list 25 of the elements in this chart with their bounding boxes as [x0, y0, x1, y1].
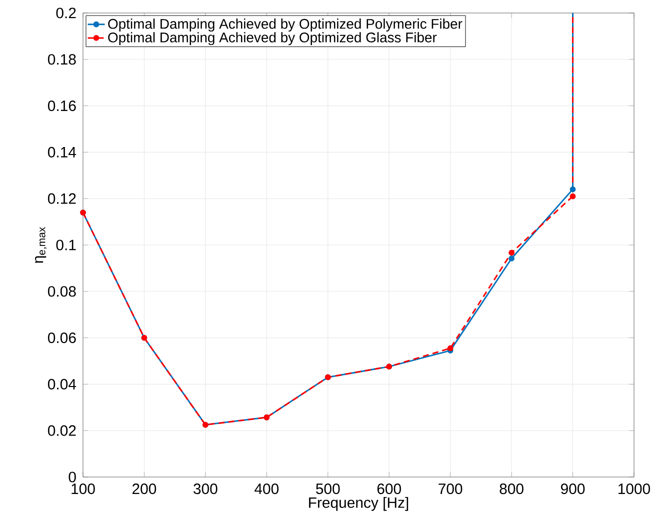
y-tick-label: 0 [68, 472, 76, 482]
y-axis-title: η$_{e,max}$ [35, 226, 47, 263]
x-tick-label: 800 [500, 484, 524, 494]
y-tick-label: 0.04 [48, 378, 76, 390]
y-tick-label: 0.12 [48, 193, 76, 204]
y-tick-label: 0.2 [56, 8, 76, 18]
y-tick-label: 0.18 [48, 54, 76, 65]
legend-label: Optimal Damping Achieved by Optimized Polymeric Fiber [108, 18, 462, 32]
x-tick-label: 100 [72, 484, 95, 494]
x-tick-label: 900 [561, 484, 585, 494]
x-tick-label: 600 [377, 484, 401, 494]
y-tick-label: 0.08 [48, 286, 76, 297]
y-tick-label: 0.14 [48, 146, 76, 158]
x-tick-label: 1000 [618, 484, 650, 494]
y-tick-label: 0.1 [56, 240, 76, 250]
x-tick-label: 200 [132, 484, 156, 494]
legend-label: Optimal Damping Achieved by Optimized Glass Fiber [108, 32, 437, 46]
x-axis-title: Frequency [Hz] [309, 496, 408, 511]
y-tick-label: 0.02 [48, 425, 76, 436]
y-tick-label: 0.06 [48, 332, 76, 344]
y-tick-label: 0.16 [48, 100, 76, 112]
x-tick-label: 400 [254, 484, 279, 494]
x-tick-label: 500 [316, 484, 340, 494]
x-tick-label: 700 [438, 484, 462, 494]
x-tick-label: 300 [194, 484, 218, 494]
